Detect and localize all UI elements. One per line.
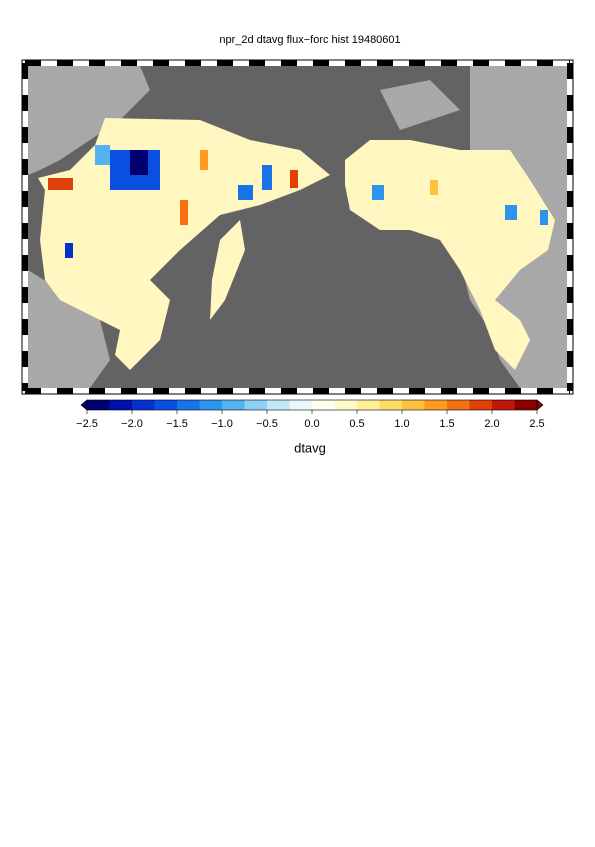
colorbar-tick-label: 0.0 <box>304 418 319 430</box>
anomaly <box>430 180 438 195</box>
anomaly <box>262 165 272 190</box>
colorbar-bin <box>267 400 290 410</box>
colorbar: −2.5 −2.0 −1.5 −1.0 −0.5 0.0 0.5 1.0 1.5 2.0 2.5 <box>76 399 545 430</box>
colorbar-tick-label: 2.5 <box>529 418 544 430</box>
colorbar-bin <box>357 400 380 410</box>
anomaly <box>130 150 148 175</box>
colorbar-bin <box>222 400 245 410</box>
data-field-east <box>345 140 555 370</box>
anomaly <box>505 205 517 220</box>
anomaly <box>65 243 73 258</box>
colorbar-tick-label: 2.0 <box>484 418 499 430</box>
colorbar-bin <box>244 400 268 410</box>
colorbar-bin <box>109 400 133 410</box>
anomaly <box>95 145 110 165</box>
frame-ticks <box>22 60 573 394</box>
colorbar-bin <box>132 400 155 410</box>
map <box>21 59 574 395</box>
colorbar-tick-label: −1.0 <box>211 418 233 430</box>
map-title: npr_2d dtavg flux−forc hist 19480601 <box>219 34 400 46</box>
colorbar-bin <box>402 400 425 410</box>
colorbar-bin <box>289 400 313 410</box>
colorbar-tick-label: 0.5 <box>349 418 364 430</box>
anomaly <box>180 200 188 225</box>
anomaly <box>290 170 298 188</box>
colorbar-tick-label: −0.5 <box>256 418 278 430</box>
colorbar-bin <box>424 400 448 410</box>
colorbar-bin <box>379 400 403 410</box>
colorbar-tick-label: 1.5 <box>439 418 454 430</box>
colorbar-tick-label: −2.5 <box>76 418 98 430</box>
anomaly <box>48 178 73 190</box>
land-asia <box>28 66 150 388</box>
colorbar-bin <box>469 400 493 410</box>
anomaly <box>238 185 253 200</box>
colorbar-bin <box>447 400 470 410</box>
anomaly <box>540 210 548 225</box>
colorbar-bin <box>87 400 110 410</box>
colorbar-label: dtavg <box>294 440 326 455</box>
colorbar-bin <box>334 400 358 410</box>
anomaly <box>200 150 208 170</box>
colorbar-bin <box>177 400 200 410</box>
anomaly <box>372 185 384 200</box>
colorbar-bin <box>492 400 515 410</box>
data-field-kamchatka <box>210 220 245 320</box>
colorbar-bin <box>312 400 335 410</box>
colorbar-bin <box>514 400 538 410</box>
colorbar-tick-label: −1.5 <box>166 418 188 430</box>
colorbar-bin <box>154 400 178 410</box>
colorbar-tick-label: 1.0 <box>394 418 409 430</box>
colorbar-tick-label: −2.0 <box>121 418 143 430</box>
colorbar-bin <box>199 400 223 410</box>
